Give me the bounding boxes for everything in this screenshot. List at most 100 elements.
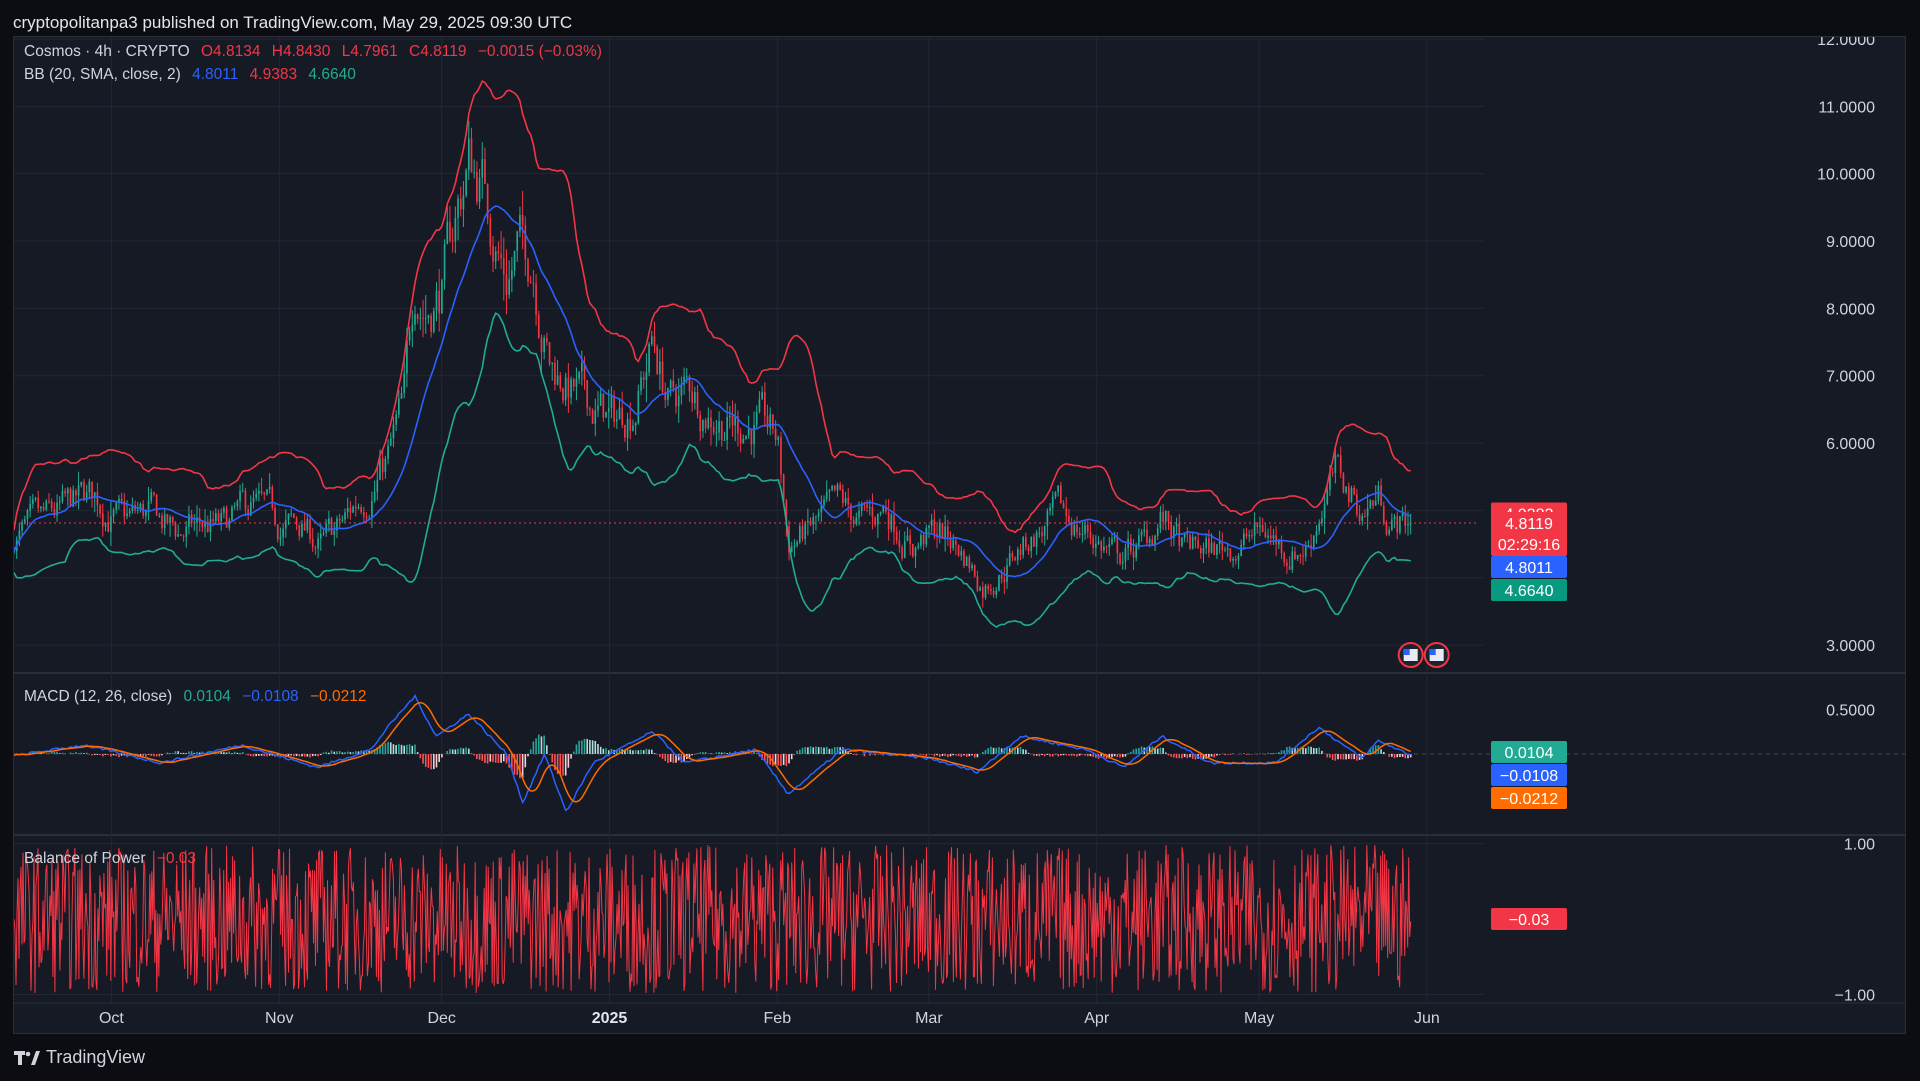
candle-body <box>131 504 134 511</box>
chart-svg[interactable]: Oct Nov Dec 2025 Feb Mar Apr May Jun 12.0000 11.00… <box>14 37 1905 1033</box>
candle-body <box>228 520 231 528</box>
candle-body <box>1159 512 1162 529</box>
candle-body <box>465 170 467 196</box>
candle-body <box>637 390 640 424</box>
candle-body <box>1199 548 1202 554</box>
candle-body <box>1291 551 1294 570</box>
bb-upper-line <box>14 79 1411 534</box>
candle-body <box>1076 524 1078 533</box>
macd-label[interactable]: MACD (12, 26, close) <box>24 688 173 705</box>
candle-body <box>1003 578 1006 583</box>
candle-body <box>241 490 244 492</box>
candle-body <box>990 589 992 591</box>
candle-body <box>1186 533 1189 535</box>
candle-body <box>645 372 648 380</box>
bb-basis-badge-bg <box>1491 556 1567 579</box>
candle-body <box>836 484 839 491</box>
bop-y-tick-label: 1.00 <box>1844 837 1875 854</box>
candle-body <box>540 338 543 353</box>
candle-body <box>306 519 309 531</box>
candle-body <box>1337 455 1339 457</box>
candle-body <box>1008 553 1011 566</box>
candle-body <box>1251 535 1253 537</box>
macd-signal-badge: −0.0212 <box>1491 787 1567 809</box>
candle-body <box>128 510 131 514</box>
candle-body <box>739 433 742 444</box>
candle-body <box>774 429 777 440</box>
candle-body <box>621 407 624 425</box>
candle-body <box>677 395 680 407</box>
candle-body <box>930 519 933 526</box>
candle-body <box>1000 574 1003 579</box>
candle-body <box>177 534 179 537</box>
candle-body <box>817 512 820 517</box>
candle-body <box>1167 510 1170 522</box>
candle-body <box>58 501 61 503</box>
candle-body <box>699 415 702 432</box>
candle-body <box>196 517 198 523</box>
candle-body <box>680 384 683 396</box>
symbol-label[interactable]: Cosmos · 4h · CRYPTO <box>24 43 190 60</box>
candle-body <box>473 171 476 173</box>
candle-body <box>529 281 532 284</box>
candle-body <box>1027 546 1030 551</box>
candle-body <box>879 511 882 514</box>
candle-body <box>729 415 731 418</box>
us-event-flags <box>1397 642 1450 668</box>
candle-body <box>804 522 807 539</box>
x-tick-label: Mar <box>915 1010 943 1027</box>
candle-body <box>185 526 188 537</box>
candle-body <box>247 509 249 516</box>
candle-body <box>863 504 866 506</box>
candle-body <box>454 217 457 241</box>
candle-body <box>478 177 481 202</box>
candle-body <box>906 535 909 542</box>
close-value: C4.8119 <box>409 43 467 60</box>
candle-body <box>605 411 607 418</box>
candle-body <box>1046 510 1049 527</box>
bop-label[interactable]: Balance of Power <box>24 850 146 867</box>
candle-body <box>301 523 303 537</box>
candle-body <box>432 310 435 332</box>
chart-frame[interactable]: Oct Nov Dec 2025 Feb Mar Apr May Jun 12.0000 11.00… <box>13 36 1906 1034</box>
candle-body <box>1404 512 1407 526</box>
candle-body <box>597 405 599 411</box>
candle-body <box>201 521 204 528</box>
candle-body <box>397 398 400 415</box>
candle-body <box>166 514 169 523</box>
candle-body <box>823 499 825 505</box>
candle-body <box>322 532 325 534</box>
bb-basis-value: 4.8011 <box>192 66 239 83</box>
candle-body <box>1092 537 1094 548</box>
candle-body <box>1221 541 1224 551</box>
candle-body <box>1380 485 1382 506</box>
tradingview-logo[interactable]: TradingView <box>14 1047 145 1068</box>
candle-body <box>820 504 823 513</box>
candle-body <box>508 279 510 295</box>
candle-body <box>790 546 793 553</box>
x-tick-label: 2025 <box>592 1010 628 1027</box>
candle-body <box>1388 529 1390 535</box>
candle-body <box>1366 508 1369 517</box>
candle-body <box>626 419 629 438</box>
candle-body <box>206 521 209 532</box>
candle-body <box>239 491 241 502</box>
candle-body <box>556 375 559 385</box>
candle-body <box>903 541 906 558</box>
x-tick-label: Feb <box>764 1010 792 1027</box>
candle-body <box>839 484 842 490</box>
candle-body <box>667 388 669 400</box>
candle-body <box>446 221 449 245</box>
candle-body <box>755 411 758 425</box>
candle-body <box>225 507 228 528</box>
candle-body <box>963 551 965 566</box>
candle-body <box>664 391 667 400</box>
candle-body <box>920 535 922 546</box>
candle-body <box>1086 524 1089 532</box>
candle-body <box>981 587 984 598</box>
candle-body <box>311 538 314 548</box>
bb-label[interactable]: BB (20, SMA, close, 2) <box>24 66 181 83</box>
bb-basis-line <box>14 205 1411 578</box>
last-price-text: 4.8119 <box>1505 516 1553 533</box>
candle-body <box>1374 500 1377 506</box>
